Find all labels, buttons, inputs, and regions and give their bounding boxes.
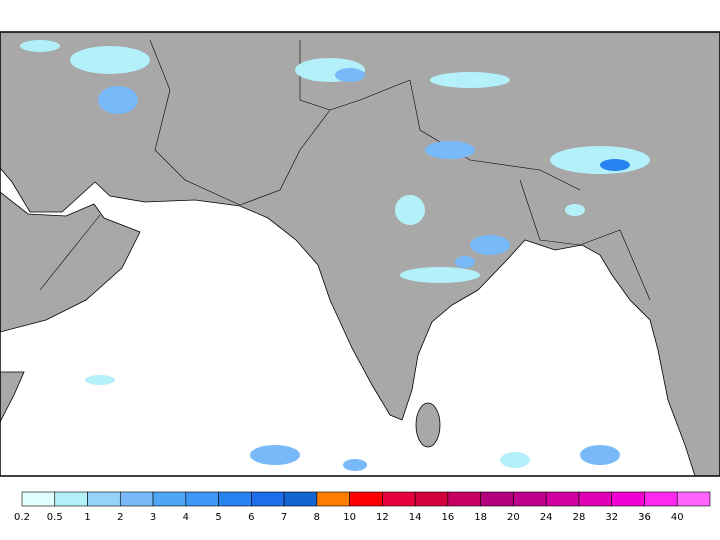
rain-area [455,256,475,268]
colorbar-swatch [545,491,580,507]
colorbar-label: 0.5 [47,512,63,523]
rain-area [550,146,650,174]
rain-area [250,445,300,465]
colorbar-swatch [54,491,88,507]
rain-area [425,141,475,159]
land-sri-lanka [415,402,441,448]
colorbar-swatch [480,491,514,507]
colorbar-label: 7 [281,512,287,523]
colorbar-swatch [87,491,121,507]
colorbar-swatch [21,491,56,507]
border-line [149,39,241,206]
land-arabia [0,191,141,333]
colorbar-swatch [447,491,481,507]
colorbar-swatch [578,491,613,507]
rain-area [400,267,480,283]
colorbar-swatch [218,491,252,507]
rain-area [98,86,138,114]
colorbar-label: 8 [314,512,320,523]
colorbar-swatch [185,491,219,507]
colorbar-label: 40 [671,512,684,523]
colorbar-label: 12 [376,512,389,523]
colorbar: 0.2 0.5 1 2 3 4 5 6 7 8 10 12 14 16 18 20 24 28 32 36 40 [14,491,711,523]
colorbar-label: 6 [248,512,254,523]
rain-area [70,46,150,74]
rain-area [500,452,530,468]
land-africa [0,371,25,423]
colorbar-swatch [316,491,350,507]
rain-area [565,204,585,216]
colorbar-swatch [119,491,154,507]
colorbar-label: 20 [507,512,520,523]
rain-area [85,375,115,385]
rain-area [343,459,367,471]
colorbar-label: 32 [605,512,618,523]
colorbar-swatch [152,491,187,507]
border-line [39,214,101,291]
colorbar-label: 16 [442,512,455,523]
rain-area [20,40,60,52]
colorbar-label: 28 [573,512,586,523]
colorbar-swatch [676,491,711,507]
colorbar-label: 14 [409,512,422,523]
colorbar-swatch [644,491,678,507]
colorbar-label: 1 [84,512,90,523]
rain-area [600,159,630,171]
colorbar-swatch [513,491,547,507]
colorbar-label: 0.2 [14,512,30,523]
colorbar-swatch [349,491,383,507]
colorbar-label: 4 [183,512,189,523]
colorbar-label: 10 [343,512,356,523]
rain-area [580,445,620,465]
colorbar-label: 24 [540,512,553,523]
map [0,31,720,477]
colorbar-label: 18 [474,512,487,523]
rain-area [395,195,425,225]
precipitation [20,40,650,471]
rain-area [430,72,510,88]
colorbar-swatch [251,491,285,507]
border-line [239,79,581,206]
colorbar-swatch [414,491,449,507]
map-frame [0,31,720,477]
rain-area [470,235,510,255]
colorbar-label: 36 [638,512,651,523]
rain-area [335,68,365,82]
colorbar-swatch [611,491,645,507]
colorbar-swatch [283,491,318,507]
colorbar-swatch [382,491,416,507]
colorbar-label: 3 [150,512,156,523]
land-mainland [0,31,720,477]
border-line [299,40,331,111]
colorbar-label: 2 [117,512,123,523]
colorbar-label: 5 [215,512,221,523]
border-line [519,179,651,301]
